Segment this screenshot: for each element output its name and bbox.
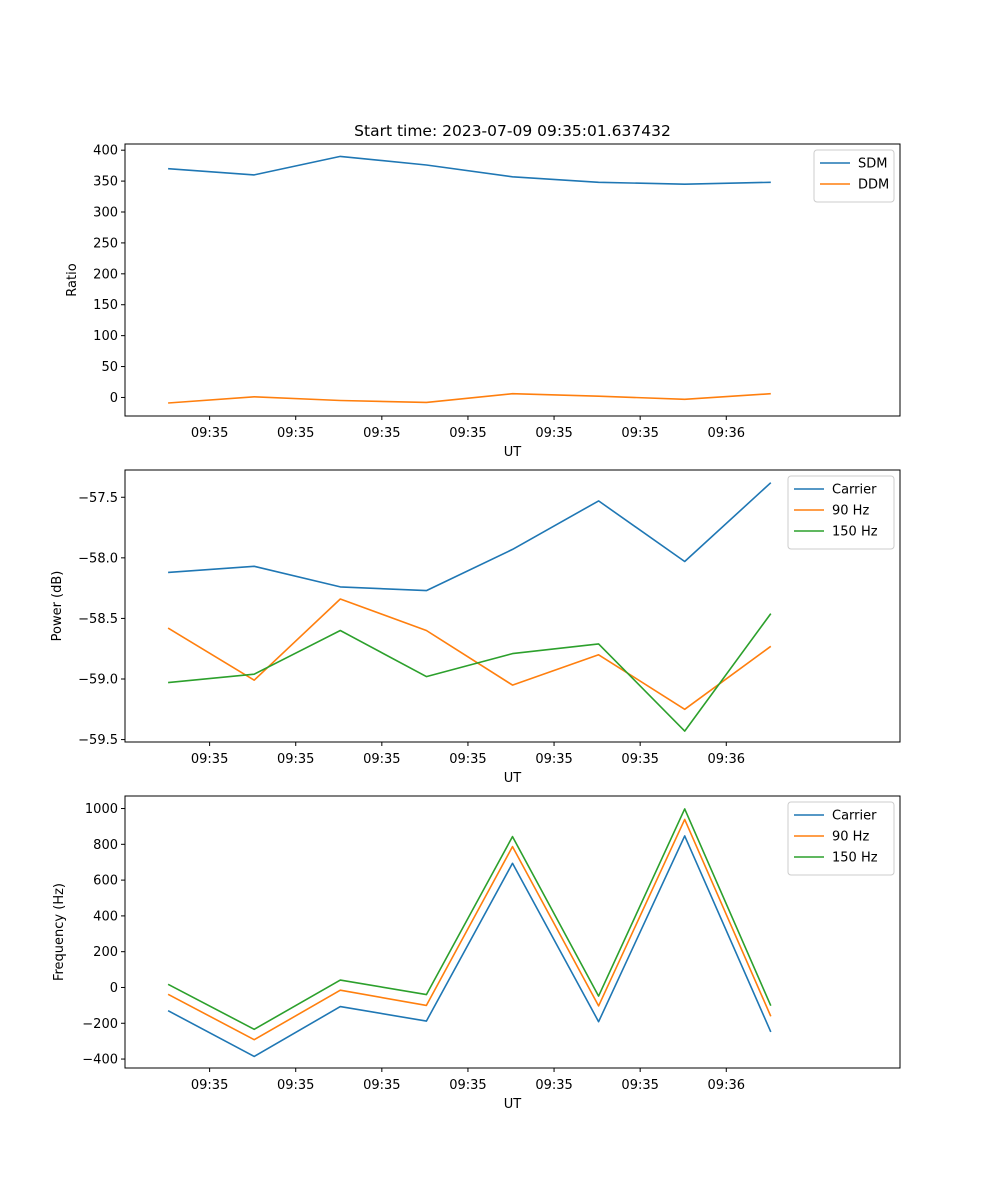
axes-frame (124, 143, 901, 417)
x-tick-label: 09:35 (621, 1078, 658, 1093)
y-tick-label: 200 (93, 267, 118, 282)
x-axis-label: UT (504, 1097, 522, 1112)
panel-3: −400 −200 0 200 400 600 800 1000 09:35 09:35 09:35… (52, 795, 901, 1112)
y-tick-label: 0 (110, 981, 118, 996)
legend-label: 90 Hz (832, 830, 869, 845)
y-tick-label: 800 (93, 838, 118, 853)
legend-label: 90 Hz (832, 504, 869, 519)
y-tick-label: 250 (93, 236, 118, 251)
legend-label: Carrier (832, 809, 877, 824)
x-tick-label: 09:35 (363, 752, 400, 767)
y-tick-label: −200 (82, 1017, 118, 1032)
y-tick-label: 50 (101, 360, 118, 375)
x-tick-label: 09:35 (535, 752, 572, 767)
series-line-ddm (168, 392, 771, 404)
x-tick-label: 09:36 (708, 752, 745, 767)
x-axis-label: UT (504, 445, 522, 460)
y-tick-label: 200 (93, 945, 118, 960)
y-tick-label: −58.0 (78, 551, 118, 566)
series-line-90-hz (167, 818, 772, 1041)
y-tick-label: 400 (93, 144, 118, 159)
y-tick-label: −59.0 (78, 672, 118, 687)
x-tick-label: 09:35 (277, 426, 314, 441)
y-tick-label: 600 (93, 874, 118, 889)
axes-frame (124, 795, 901, 1069)
x-tick-label: 09:35 (191, 426, 228, 441)
series-line-sdm (168, 155, 771, 185)
y-tick-label: −59.5 (78, 733, 118, 748)
y-tick-label: 300 (93, 206, 118, 221)
legend-label: Carrier (832, 483, 877, 498)
legend: Carrier 90 Hz 150 Hz (787, 801, 895, 876)
y-tick-label: 0 (110, 391, 118, 406)
legend-label: DDM (858, 178, 889, 193)
x-tick-label: 09:35 (449, 752, 486, 767)
panel-1: 0 50 100 150 200 250 300 350 400 09:35 09:35 09:35 0… (65, 143, 901, 460)
legend-label: 150 Hz (832, 851, 878, 866)
x-tick-label: 09:35 (363, 426, 400, 441)
y-axis-label: Power (dB) (50, 571, 65, 642)
x-tick-label: 09:35 (191, 752, 228, 767)
legend: Carrier 90 Hz 150 Hz (787, 475, 895, 550)
y-axis-label: Ratio (65, 263, 80, 296)
legend-label: SDM (858, 157, 887, 172)
figure-title: Start time: 2023-07-09 09:35:01.637432 (354, 122, 671, 140)
legend: SDM DDM (813, 149, 895, 203)
x-tick-label: 09:36 (708, 426, 745, 441)
x-tick-label: 09:35 (535, 1078, 572, 1093)
x-tick-label: 09:36 (708, 1078, 745, 1093)
x-tick-label: 09:35 (277, 1078, 314, 1093)
x-tick-label: 09:35 (277, 752, 314, 767)
x-axis-label: UT (504, 771, 522, 786)
panel-2: −57.5 −58.0 −58.5 −59.0 −59.5 09:35 09:35 09:35… (50, 469, 901, 786)
x-tick-label: 09:35 (363, 1078, 400, 1093)
y-tick-label: 400 (93, 909, 118, 924)
series-line-carrier (168, 482, 772, 592)
x-tick-label: 09:35 (621, 752, 658, 767)
y-tick-label: −57.5 (78, 491, 118, 506)
y-tick-label: 350 (93, 175, 118, 190)
x-tick-label: 09:35 (535, 426, 572, 441)
y-tick-label: −58.5 (78, 612, 118, 627)
series-line-90-hz (167, 598, 772, 711)
x-tick-label: 09:35 (449, 426, 486, 441)
y-tick-label: 100 (93, 329, 118, 344)
axes-frame (124, 469, 901, 743)
x-tick-label: 09:35 (191, 1078, 228, 1093)
y-tick-label: 150 (93, 298, 118, 313)
x-tick-label: 09:35 (449, 1078, 486, 1093)
series-line-150-hz (168, 613, 772, 732)
x-tick-label: 09:35 (621, 426, 658, 441)
series-line-carrier (167, 835, 772, 1058)
series-line-150-hz (167, 808, 772, 1031)
y-tick-label: 1000 (85, 802, 118, 817)
y-axis-label: Frequency (Hz) (52, 883, 67, 981)
y-tick-label: −400 (82, 1053, 118, 1068)
legend-label: 150 Hz (832, 525, 878, 540)
